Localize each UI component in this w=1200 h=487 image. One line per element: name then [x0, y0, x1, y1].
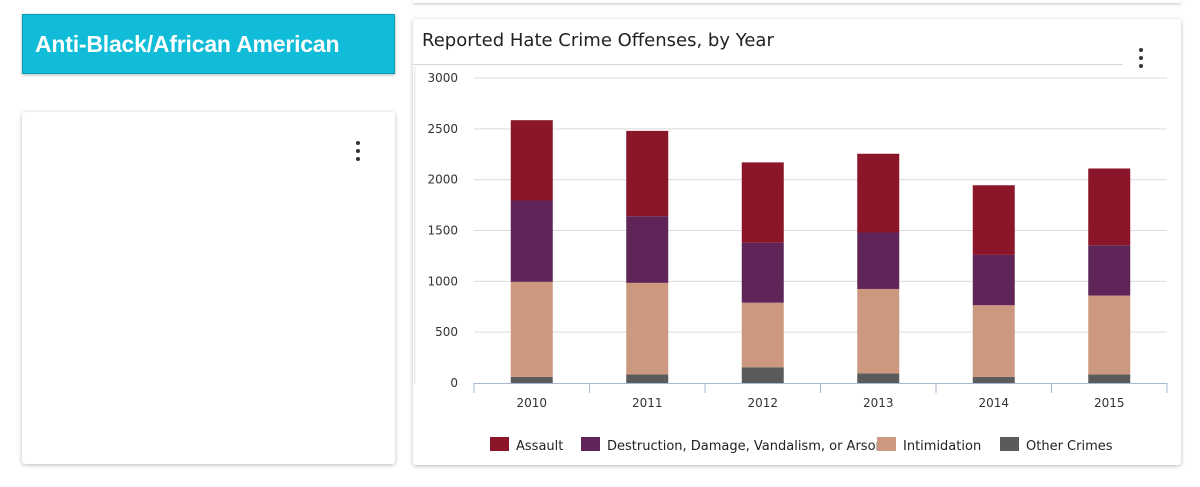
- more-vertical-icon[interactable]: [350, 139, 366, 163]
- chart-card: [413, 19, 1181, 465]
- more-vertical-icon[interactable]: [1133, 46, 1149, 70]
- category-title: Anti-Black/African American: [35, 30, 340, 57]
- chart-title: Reported Hate Crime Offenses, by Year: [422, 30, 774, 51]
- category-title-banner: Anti-Black/African American: [22, 14, 395, 74]
- top-card-edge: [413, 0, 1181, 3]
- chart-title-divider: [413, 64, 1123, 65]
- kpi-card: [22, 112, 395, 464]
